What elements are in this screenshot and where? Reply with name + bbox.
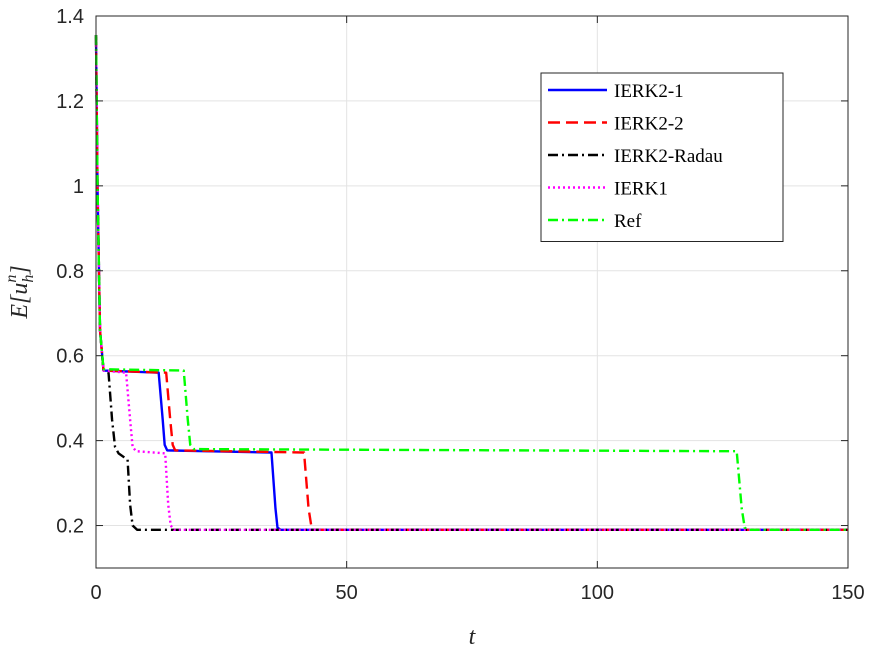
- x-tick-labels: 0 50 100 150: [90, 582, 864, 604]
- x-tick-label: 50: [336, 582, 358, 604]
- x-tick-label: 0: [90, 582, 101, 604]
- legend-label: Ref: [614, 211, 642, 232]
- y-tick-label: 0.4: [56, 431, 84, 453]
- y-tick-labels: 0.2 0.4 0.6 0.8 1 1.2 1.4: [56, 6, 84, 538]
- legend: IERK2-1 IERK2-2 IERK2-Radau IERK1 Ref: [540, 72, 784, 242]
- series-line-ref: [94, 35, 848, 531]
- y-axis-label-sup: n: [3, 275, 20, 283]
- legend-label: IERK1: [614, 179, 668, 200]
- legend-label: IERK2-1: [614, 81, 684, 102]
- y-tick-label: 1.4: [56, 6, 84, 28]
- y-tick-label: 1.2: [56, 91, 84, 113]
- y-tick-label: 0.8: [56, 261, 84, 283]
- y-axis-label-close: ]: [7, 265, 33, 275]
- x-axis-label: t: [469, 624, 477, 650]
- y-axis-label: E[uhn]: [3, 265, 37, 319]
- y-axis-label-sub: h: [20, 275, 37, 283]
- y-tick-label: 1: [73, 176, 84, 198]
- tick-marks: [95, 15, 849, 568]
- y-tick-label: 0.2: [56, 516, 84, 538]
- series-group: [94, 35, 848, 531]
- legend-label: IERK2-2: [614, 114, 684, 135]
- y-tick-label: 0.6: [56, 346, 84, 368]
- legend-label: IERK2-Radau: [614, 146, 723, 167]
- x-tick-label: 150: [831, 582, 864, 604]
- axes-frame: [95, 15, 849, 569]
- x-tick-label: 100: [581, 582, 614, 604]
- legend-box: [540, 72, 784, 242]
- y-axis-label-main: E[u: [7, 283, 33, 320]
